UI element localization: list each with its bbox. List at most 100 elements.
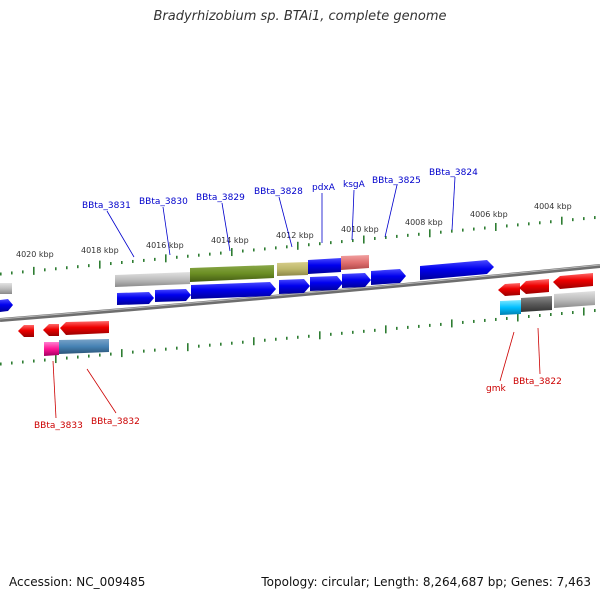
minor-tick — [44, 268, 46, 272]
minor-tick — [528, 222, 530, 226]
gene-label-bbta-3824[interactable]: BBta_3824 — [429, 168, 478, 178]
minor-tick — [110, 262, 112, 266]
gene-label-bbta-3830[interactable]: BBta_3830 — [139, 197, 188, 207]
minor-tick — [374, 328, 376, 332]
feature-bar[interactable] — [521, 296, 552, 312]
gene-arrow[interactable] — [371, 269, 406, 285]
minor-tick — [176, 346, 178, 350]
minor-tick — [363, 329, 365, 333]
accession-text: Accession: NC_009485 — [9, 575, 146, 589]
minor-tick — [451, 229, 453, 233]
feature-bar[interactable] — [277, 262, 308, 276]
minor-tick — [407, 325, 409, 329]
genome-summary: Topology: circular; Length: 8,264,687 bp… — [261, 575, 591, 589]
minor-tick — [440, 230, 442, 234]
gene-arrow[interactable] — [420, 260, 494, 280]
minor-tick — [220, 342, 222, 346]
minor-tick — [198, 344, 200, 348]
feature-bar[interactable] — [308, 258, 341, 274]
minor-tick — [506, 224, 508, 228]
minor-tick — [517, 223, 519, 227]
minor-tick — [341, 240, 343, 244]
minor-tick — [33, 359, 35, 363]
minor-tick — [330, 332, 332, 336]
feature-bar[interactable] — [44, 342, 59, 356]
gene-label-bbta-3833[interactable]: BBta_3833 — [34, 421, 83, 431]
major-tick — [121, 349, 123, 358]
minor-tick — [572, 311, 574, 315]
gene-arrow[interactable] — [18, 325, 34, 337]
gene-label-bbta-3832[interactable]: BBta_3832 — [91, 417, 140, 427]
gene-label-pdxa[interactable]: pdxA — [312, 183, 336, 193]
minor-tick — [132, 350, 134, 354]
kbp-scale: 4020 kbp 4018 kbp 4016 kbp 4014 kbp 4012… — [16, 202, 572, 259]
minor-tick — [484, 318, 486, 322]
gene-arrow[interactable] — [498, 283, 520, 296]
minor-tick — [66, 266, 68, 270]
kbp-label: 4008 kbp — [405, 218, 443, 227]
major-tick — [451, 319, 453, 328]
minor-tick — [286, 245, 288, 249]
minor-tick — [407, 233, 409, 237]
kbp-label: 4006 kbp — [470, 210, 508, 219]
kbp-label: 4016 kbp — [146, 241, 184, 250]
gene-arrow[interactable] — [519, 279, 549, 294]
gene-label-bbta-3831[interactable]: BBta_3831 — [82, 201, 131, 211]
gene-arrow[interactable] — [553, 273, 593, 289]
minor-tick — [440, 322, 442, 326]
kbp-label: 4014 kbp — [211, 236, 249, 245]
gene-label-bbta-3822[interactable]: BBta_3822 — [513, 377, 562, 387]
gene-arrow[interactable] — [342, 273, 371, 288]
feature-bar[interactable] — [190, 265, 274, 282]
minor-tick — [352, 330, 354, 334]
major-tick — [517, 313, 519, 322]
gene-label-ksga[interactable]: ksgA — [343, 180, 366, 190]
gene-label-bbta-3828[interactable]: BBta_3828 — [254, 187, 303, 197]
minor-tick — [418, 232, 420, 236]
gene-arrow[interactable] — [310, 276, 343, 291]
feature-bar[interactable] — [59, 339, 109, 354]
gene-arrow[interactable] — [279, 279, 310, 294]
gene-label-bbta-3825[interactable]: BBta_3825 — [372, 176, 421, 186]
minor-tick — [0, 272, 2, 276]
map-title: Bradyrhizobium sp. BTAi1, complete genom… — [153, 9, 447, 24]
gene-arrow[interactable] — [155, 289, 191, 302]
minor-tick — [275, 246, 277, 250]
minor-tick — [528, 314, 530, 318]
feature-bar[interactable] — [115, 272, 190, 287]
feature-bar[interactable] — [554, 291, 595, 308]
kbp-label: 4020 kbp — [16, 250, 54, 259]
forward-genes — [0, 260, 494, 312]
feature-bar[interactable] — [0, 283, 12, 294]
minor-tick — [341, 331, 343, 335]
minor-tick — [242, 340, 244, 344]
minor-tick — [297, 335, 299, 339]
gene-label-bbta-3829[interactable]: BBta_3829 — [196, 193, 245, 203]
gene-label-gmk[interactable]: gmk — [486, 384, 506, 394]
feature-bar[interactable] — [341, 255, 369, 270]
genome-backbone — [0, 264, 600, 322]
gene-arrow[interactable] — [0, 299, 13, 312]
major-tick — [165, 254, 167, 263]
feature-row-lower — [44, 291, 595, 356]
minor-tick — [550, 313, 552, 316]
minor-tick — [385, 235, 387, 239]
kbp-label: 4004 kbp — [534, 202, 572, 211]
gene-arrow[interactable] — [191, 282, 276, 299]
minor-tick — [550, 220, 552, 224]
minor-tick — [495, 317, 497, 321]
tick-track-top — [0, 216, 596, 276]
minor-tick — [264, 247, 266, 251]
minor-tick — [561, 312, 563, 316]
gene-arrow[interactable] — [43, 324, 59, 336]
minor-tick — [583, 217, 585, 221]
gene-arrow[interactable] — [60, 321, 109, 335]
feature-bar[interactable] — [500, 300, 521, 315]
minor-tick — [143, 349, 145, 353]
major-tick — [99, 260, 101, 269]
kbp-label: 4018 kbp — [81, 246, 119, 255]
minor-tick — [77, 265, 79, 269]
gene-arrow[interactable] — [117, 292, 154, 305]
minor-tick — [77, 355, 79, 359]
